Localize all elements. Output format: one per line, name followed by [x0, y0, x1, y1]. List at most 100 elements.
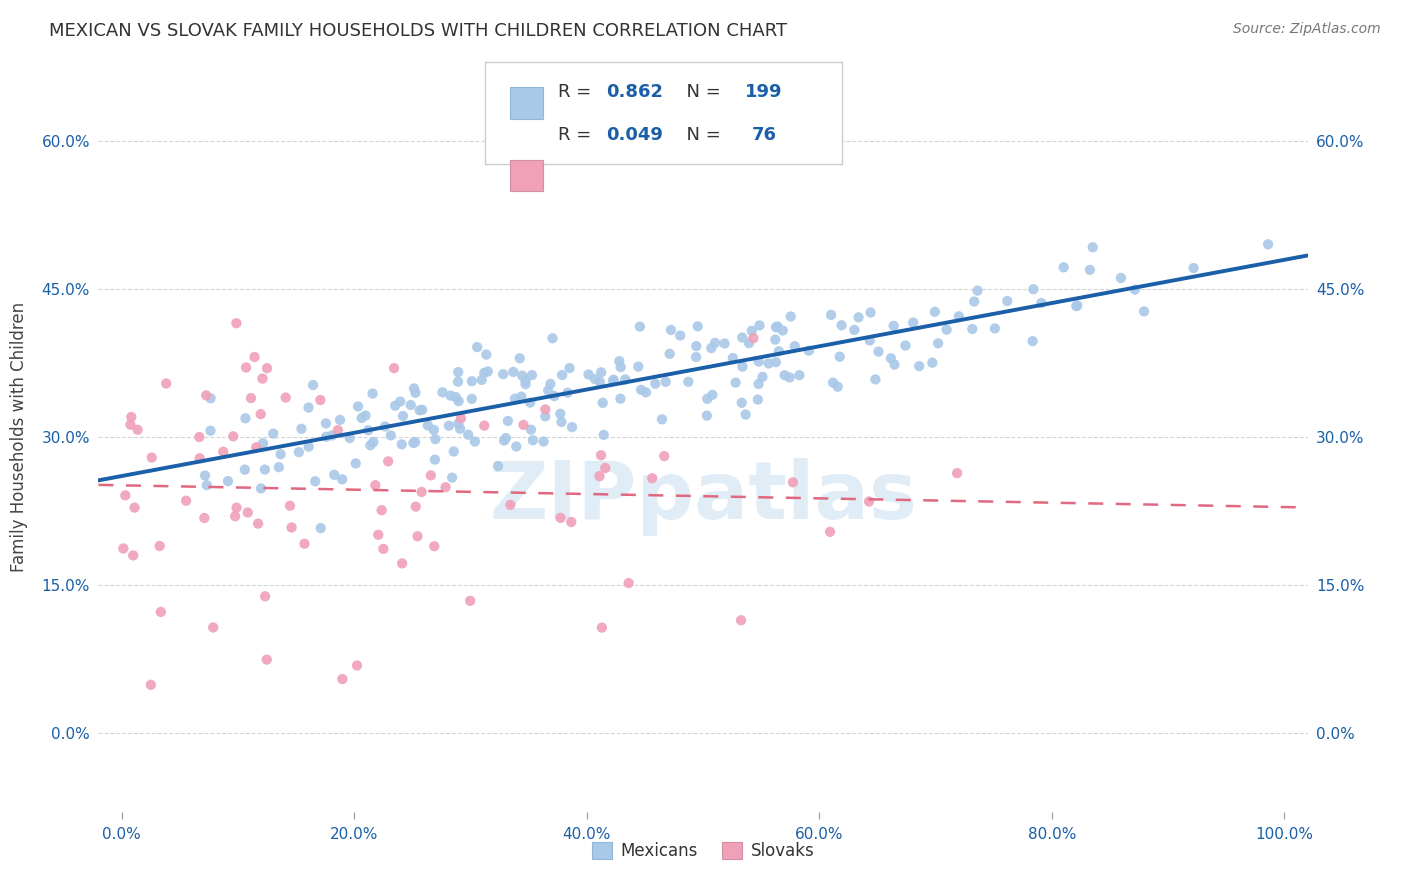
Point — [416, 418, 439, 433]
Point — [713, 336, 735, 351]
Point — [797, 343, 820, 358]
Point — [155, 376, 177, 391]
Point — [122, 549, 145, 563]
Point — [419, 468, 441, 483]
Point — [593, 461, 616, 475]
Point — [247, 516, 270, 531]
Point — [747, 392, 769, 407]
Point — [217, 474, 239, 488]
Point — [212, 444, 235, 458]
Point — [927, 336, 949, 351]
Point — [384, 399, 406, 413]
Point — [510, 368, 533, 383]
Point — [1078, 262, 1101, 277]
Text: MEXICAN VS SLOVAK FAMILY HOUSEHOLDS WITH CHILDREN CORRELATION CHART: MEXICAN VS SLOVAK FAMILY HOUSEHOLDS WITH… — [49, 22, 787, 40]
Point — [195, 478, 218, 492]
Point — [858, 494, 880, 508]
Text: 76: 76 — [751, 126, 776, 145]
Point — [243, 350, 266, 364]
Point — [377, 454, 399, 468]
Point — [654, 375, 676, 389]
Point — [609, 392, 631, 406]
Point — [290, 422, 312, 436]
Point — [402, 381, 425, 395]
Point — [434, 480, 457, 494]
Point — [274, 391, 297, 405]
Bar — [509, 87, 543, 119]
Point — [270, 447, 292, 461]
Point — [235, 411, 257, 425]
Point — [188, 451, 211, 466]
Point — [505, 440, 527, 454]
Point — [471, 373, 494, 387]
Text: ZIPpatlas: ZIPpatlas — [489, 458, 917, 536]
Point — [520, 368, 543, 383]
Point — [254, 589, 277, 603]
Point — [868, 344, 890, 359]
Point — [766, 319, 789, 334]
Point — [114, 488, 136, 502]
Point — [486, 458, 509, 473]
Point — [591, 621, 613, 635]
Point — [1031, 296, 1053, 310]
Point — [704, 335, 727, 350]
Point — [859, 334, 882, 348]
Point — [589, 448, 612, 462]
Text: N =: N = — [675, 83, 727, 101]
Point — [678, 375, 700, 389]
Point — [188, 430, 211, 444]
Point — [315, 430, 337, 444]
Point — [583, 372, 606, 386]
Point — [550, 407, 572, 421]
Point — [1257, 237, 1279, 252]
Point — [149, 605, 172, 619]
Point — [966, 284, 988, 298]
Point — [515, 377, 537, 392]
Point — [235, 360, 257, 375]
Point — [609, 360, 631, 375]
Point — [779, 370, 801, 384]
Point — [730, 613, 752, 627]
Point — [245, 440, 267, 454]
Point — [520, 423, 543, 437]
Point — [1022, 282, 1045, 296]
Point — [741, 324, 763, 338]
Bar — [509, 160, 543, 191]
Point — [685, 339, 707, 353]
Point — [512, 417, 534, 432]
Point — [354, 409, 377, 423]
Point — [768, 344, 790, 359]
Point — [357, 423, 380, 437]
Point — [450, 411, 472, 425]
Point — [828, 350, 851, 364]
Point — [502, 365, 524, 379]
Point — [256, 652, 278, 666]
Point — [641, 471, 664, 485]
Point — [391, 557, 413, 571]
Point — [472, 366, 495, 380]
Point — [441, 470, 464, 484]
Legend: Mexicans, Slovaks: Mexicans, Slovaks — [585, 836, 821, 867]
Text: R =: R = — [558, 126, 598, 145]
Point — [534, 402, 557, 417]
FancyBboxPatch shape — [485, 62, 842, 163]
Point — [347, 400, 370, 414]
Point — [748, 376, 770, 391]
Point — [557, 385, 579, 400]
Point — [519, 395, 541, 409]
Point — [984, 321, 1007, 335]
Point — [380, 428, 402, 442]
Point — [329, 413, 352, 427]
Point — [464, 434, 486, 449]
Point — [859, 305, 882, 319]
Point — [447, 375, 470, 389]
Point — [389, 394, 412, 409]
Point — [149, 539, 172, 553]
Point — [533, 434, 555, 449]
Point — [477, 364, 499, 378]
Point — [432, 385, 454, 400]
Point — [883, 318, 905, 333]
Point — [495, 431, 517, 445]
Point — [461, 392, 484, 406]
Point — [439, 389, 461, 403]
